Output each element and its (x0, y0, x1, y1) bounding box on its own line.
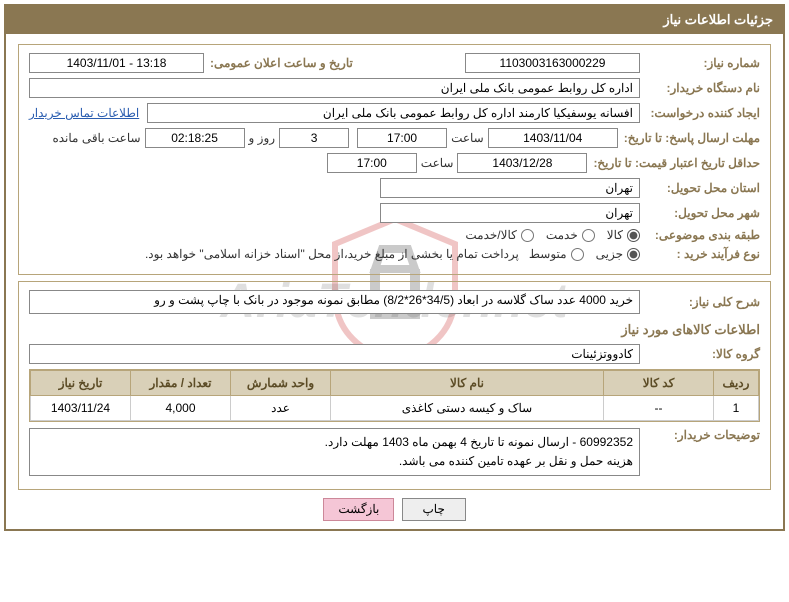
th-name: نام کالا (331, 371, 604, 396)
details-box: شرح کلی نیاز: خرید 4000 عدد ساک گلاسه در… (18, 281, 771, 490)
print-button[interactable]: چاپ (402, 498, 466, 521)
requester-label: ایجاد کننده درخواست: (640, 106, 760, 120)
province-value: تهران (380, 178, 640, 198)
goods-table-wrap: ردیف کد کالا نام کالا واحد شمارش تعداد /… (29, 369, 760, 422)
reply-deadline-label: مهلت ارسال پاسخ: تا تاریخ: (618, 131, 760, 145)
buyer-notes-label: توضیحات خریدار: (640, 428, 760, 442)
radio-partial-input[interactable] (627, 248, 640, 261)
price-valid-label: حداقل تاریخ اعتبار قیمت: تا تاریخ: (587, 156, 760, 170)
th-row: ردیف (714, 371, 759, 396)
th-date: تاریخ نیاز (31, 371, 131, 396)
need-no-value: 1103003163000229 (465, 53, 640, 73)
buyer-contact-link[interactable]: اطلاعات تماس خریدار (29, 106, 139, 120)
td-name: ساک و کیسه دستی کاغذی (331, 396, 604, 421)
buyer-org-value: اداره کل روابط عمومی بانک ملی ایران (29, 78, 640, 98)
purchase-type-radio-group: جزیی متوسط (529, 247, 640, 261)
button-bar: چاپ بازگشت (18, 498, 771, 521)
days-remain-value: 3 (279, 128, 349, 148)
purchase-type-label: نوع فرآیند خرید : (640, 247, 760, 261)
td-row: 1 (714, 396, 759, 421)
table-row: 1 -- ساک و کیسه دستی کاغذی عدد 4,000 140… (31, 396, 759, 421)
radio-partial[interactable]: جزیی (596, 247, 640, 261)
city-value: تهران (380, 203, 640, 223)
hour-label-1: ساعت (447, 131, 488, 145)
goods-group-value: کادووتزئینات (29, 344, 640, 364)
radio-both-input[interactable] (521, 229, 534, 242)
radio-goods[interactable]: کالا (607, 228, 640, 242)
buyer-notes-value: 60992352 - ارسال نمونه تا تاریخ 4 بهمن م… (29, 428, 640, 476)
overall-desc-label: شرح کلی نیاز: (640, 295, 760, 309)
table-header-row: ردیف کد کالا نام کالا واحد شمارش تعداد /… (31, 371, 759, 396)
th-code: کد کالا (604, 371, 714, 396)
price-valid-date: 1403/12/28 (457, 153, 587, 173)
td-code: -- (604, 396, 714, 421)
hour-label-2: ساعت (417, 156, 458, 170)
radio-service[interactable]: خدمت (546, 228, 595, 242)
city-label: شهر محل تحویل: (640, 206, 760, 220)
category-label: طبقه بندی موضوعی: (640, 228, 760, 242)
announce-dt-label: تاریخ و ساعت اعلان عمومی: (204, 56, 353, 70)
td-date: 1403/11/24 (31, 396, 131, 421)
buyer-org-label: نام دستگاه خریدار: (640, 81, 760, 95)
announce-dt-value: 1403/11/01 - 13:18 (29, 53, 204, 73)
price-valid-time: 17:00 (327, 153, 417, 173)
td-qty: 4,000 (131, 396, 231, 421)
main-fields-box: شماره نیاز: 1103003163000229 تاریخ و ساع… (18, 44, 771, 275)
goods-group-label: گروه کالا: (640, 347, 760, 361)
radio-medium-input[interactable] (571, 248, 584, 261)
time-remain-value: 02:18:25 (145, 128, 245, 148)
goods-section-title: اطلاعات کالاهای مورد نیاز (29, 322, 760, 338)
days-and-label: روز و (245, 131, 280, 145)
radio-goods-input[interactable] (627, 229, 640, 242)
th-qty: تعداد / مقدار (131, 371, 231, 396)
requester-value: افسانه یوسفیکیا کارمند اداره کل روابط عم… (147, 103, 640, 123)
overall-desc-value: خرید 4000 عدد ساک گلاسه در ابعاد (34/5*2… (29, 290, 640, 314)
page-title: جزئیات اطلاعات نیاز (663, 12, 773, 27)
radio-both[interactable]: کالا/خدمت (465, 228, 533, 242)
page-header: جزئیات اطلاعات نیاز (6, 6, 783, 34)
radio-medium[interactable]: متوسط (529, 247, 584, 261)
back-button[interactable]: بازگشت (323, 498, 394, 521)
goods-table: ردیف کد کالا نام کالا واحد شمارش تعداد /… (30, 370, 759, 421)
td-unit: عدد (231, 396, 331, 421)
remain-suffix-label: ساعت باقی مانده (48, 131, 144, 145)
th-unit: واحد شمارش (231, 371, 331, 396)
reply-deadline-date: 1403/11/04 (488, 128, 618, 148)
purchase-note: پرداخت تمام یا بخشی از مبلغ خرید،از محل … (145, 247, 519, 261)
radio-service-input[interactable] (582, 229, 595, 242)
category-radio-group: کالا خدمت کالا/خدمت (465, 228, 640, 242)
reply-deadline-time: 17:00 (357, 128, 447, 148)
need-no-label: شماره نیاز: (640, 56, 760, 70)
province-label: استان محل تحویل: (640, 181, 760, 195)
